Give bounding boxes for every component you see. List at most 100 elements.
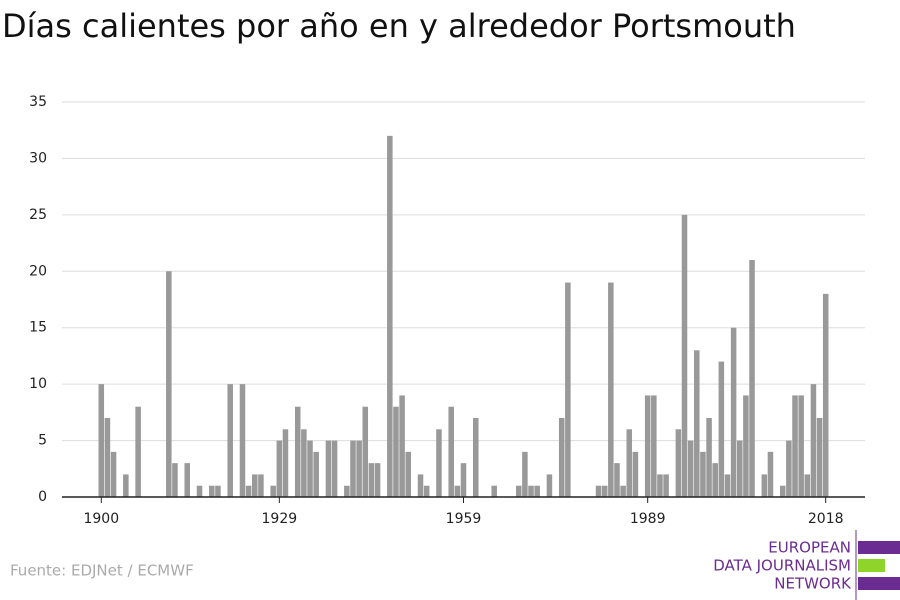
logo-bar xyxy=(858,559,885,572)
bar xyxy=(700,451,706,497)
logo-bar xyxy=(858,541,900,554)
bar xyxy=(595,485,602,497)
bar xyxy=(270,485,276,497)
bar xyxy=(104,418,111,497)
bar xyxy=(98,384,105,497)
bar xyxy=(491,485,497,497)
bar xyxy=(675,429,682,497)
bar xyxy=(522,451,528,497)
y-tick-label: 20 xyxy=(29,263,47,279)
bar xyxy=(258,474,264,497)
bar xyxy=(307,440,313,497)
bar xyxy=(534,485,540,497)
bar xyxy=(736,440,743,497)
bar xyxy=(565,282,571,497)
y-tick-label: 0 xyxy=(38,489,47,505)
bar xyxy=(822,293,829,497)
bar xyxy=(663,474,669,497)
bar xyxy=(798,395,804,497)
bar xyxy=(657,474,663,497)
bar xyxy=(724,474,731,497)
bar xyxy=(227,384,233,497)
bar xyxy=(362,406,369,497)
bar xyxy=(276,440,283,497)
bar xyxy=(558,418,565,497)
bar xyxy=(282,429,289,497)
bar xyxy=(196,485,203,497)
bar xyxy=(743,395,749,497)
x-tick-label: 1929 xyxy=(262,511,298,527)
bar xyxy=(651,395,657,497)
bar xyxy=(184,463,191,497)
y-tick-label: 5 xyxy=(38,433,47,449)
bar xyxy=(761,474,768,497)
bar xyxy=(313,451,319,497)
bar xyxy=(294,406,301,497)
bar xyxy=(779,485,786,497)
x-tick-label: 1900 xyxy=(83,511,119,527)
bar xyxy=(601,485,608,497)
bar xyxy=(681,214,688,497)
bar xyxy=(786,440,792,497)
bar xyxy=(749,260,755,497)
bar xyxy=(712,463,718,497)
bar xyxy=(209,485,215,497)
bar xyxy=(804,474,811,497)
bar xyxy=(252,474,258,497)
bar xyxy=(614,463,620,497)
bar xyxy=(350,440,356,497)
bar xyxy=(626,429,633,497)
y-tick-label: 25 xyxy=(29,207,47,223)
bar xyxy=(166,271,172,497)
bar xyxy=(515,485,522,497)
bar xyxy=(632,451,639,497)
bar xyxy=(718,361,725,497)
bar xyxy=(767,451,774,497)
bar xyxy=(239,384,246,497)
bar xyxy=(436,429,442,497)
bar xyxy=(460,463,467,497)
bar xyxy=(331,440,338,497)
bar xyxy=(644,395,651,497)
bar xyxy=(473,418,479,497)
bar xyxy=(387,135,393,497)
x-tick-label: 1959 xyxy=(446,511,482,527)
logo-bar xyxy=(858,577,900,590)
logo-text: NETWORK xyxy=(774,575,852,593)
bar xyxy=(215,485,221,497)
bar xyxy=(810,384,817,497)
logo-text: DATA JOURNALISM xyxy=(713,557,851,575)
bar xyxy=(374,463,381,497)
bar xyxy=(608,282,614,497)
bar xyxy=(393,406,399,497)
x-tick-label: 1989 xyxy=(630,511,666,527)
bar xyxy=(417,474,424,497)
bar xyxy=(172,463,178,497)
bar xyxy=(694,350,700,497)
bar xyxy=(399,395,405,497)
bar xyxy=(405,451,412,497)
bar xyxy=(454,485,461,497)
bar xyxy=(368,463,375,497)
bar xyxy=(792,395,798,497)
y-tick-label: 35 xyxy=(29,94,47,110)
bar xyxy=(528,485,534,497)
source: Fuente: EDJNet / ECMWF xyxy=(10,562,194,580)
bar xyxy=(123,474,129,497)
x-tick-label: 2018 xyxy=(808,511,844,527)
bar xyxy=(344,485,350,497)
y-tick-label: 10 xyxy=(29,376,47,392)
bar xyxy=(245,485,252,497)
bar xyxy=(423,485,430,497)
bar xyxy=(546,474,553,497)
y-tick-label: 15 xyxy=(29,320,47,336)
bar xyxy=(356,440,362,497)
bar xyxy=(706,418,712,497)
bar xyxy=(620,485,626,497)
chart-title: Días calientes por año en y alrededor Po… xyxy=(2,7,796,45)
bar xyxy=(448,406,454,497)
logo-text: EUROPEAN xyxy=(768,539,851,557)
y-tick-label: 30 xyxy=(29,150,47,166)
bar xyxy=(730,327,737,497)
